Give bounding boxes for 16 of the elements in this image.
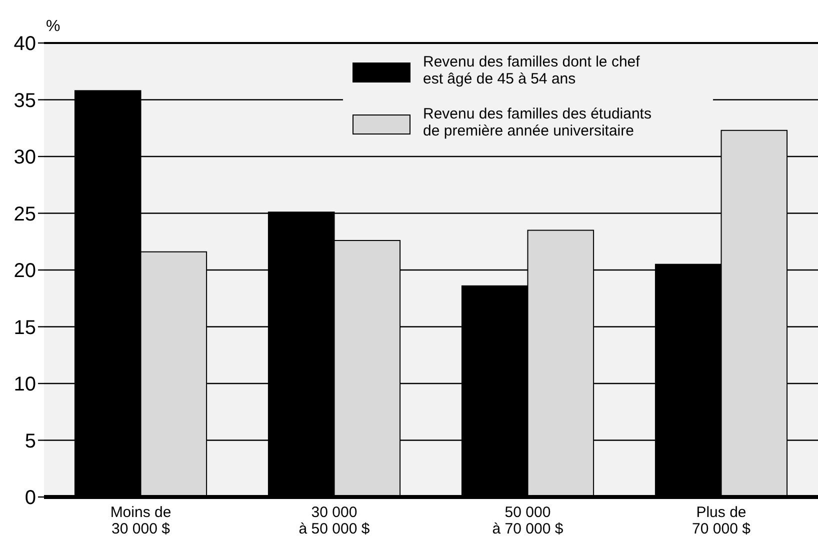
y-tick-label: 25 [14,203,36,226]
y-tick-label: 35 [14,90,36,112]
x-tick-label: 30 000 à 50 000 $ [298,504,370,538]
y-tick-label: 15 [14,316,36,339]
x-tick-label: Plus de 70 000 $ [692,504,752,538]
y-tick-label: 30 [14,146,36,168]
y-tick-label: 5 [24,430,36,452]
x-tick-label: 50 000 à 70 000 $ [492,504,564,538]
x-tick-label: Moins de 30 000 $ [110,504,172,538]
legend-label: Revenu des familles des étudiants de première année universitaire [423,105,652,140]
y-tick-label: 40 [14,33,36,55]
legend-label: Revenu des familles dont le chef est âgé de 45 à 54 ans [423,53,641,88]
y-tick-label: 10 [14,374,36,396]
y-axis-title: % [46,18,60,35]
y-tick-label: 0 [24,487,36,509]
y-tick-label: 20 [14,260,36,282]
